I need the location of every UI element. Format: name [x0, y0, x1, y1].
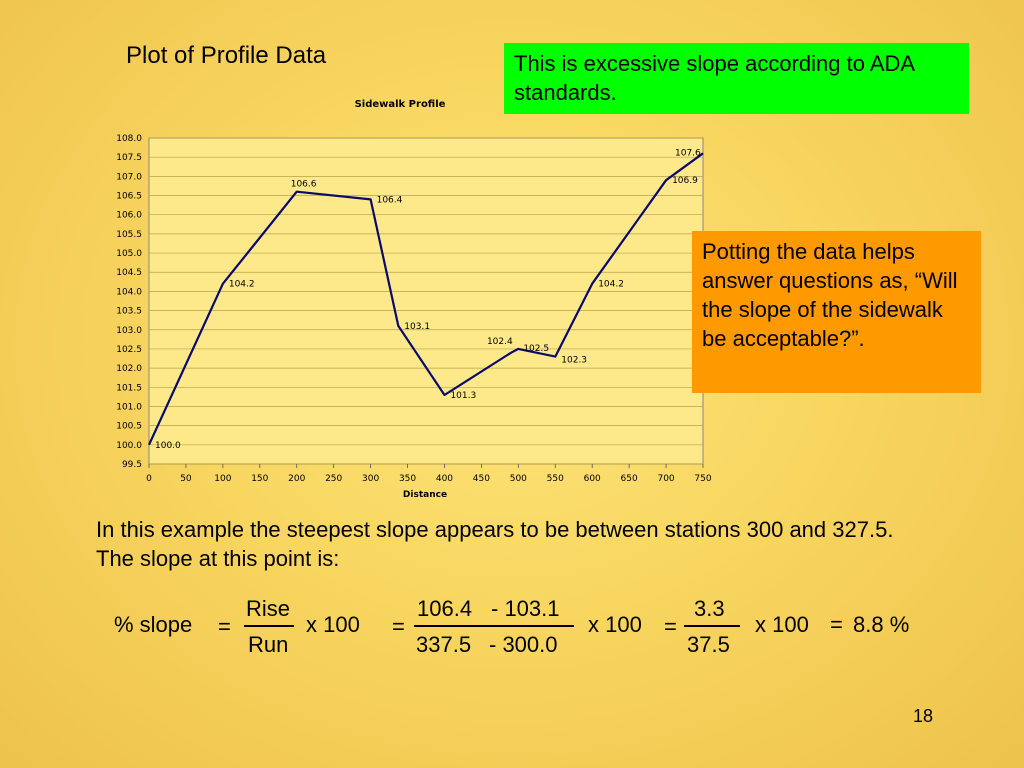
y-tick-label: 99.5: [122, 460, 142, 470]
y-tick-label: 107.0: [116, 172, 142, 182]
slope-explanation: In this example the steepest slope appea…: [96, 517, 894, 571]
x-tick-label: 400: [436, 474, 453, 484]
plotting-note-text: Potting the data helps answer questions …: [702, 239, 958, 351]
formula-numerator-b: - 103.1: [491, 596, 560, 621]
formula-x100-2: x 100: [588, 612, 642, 637]
formula-equals-1: =: [218, 614, 231, 639]
y-tick-label: 102.5: [116, 345, 142, 355]
y-tick-label: 103.5: [116, 307, 142, 317]
y-tick-label: 106.5: [116, 192, 142, 202]
x-tick-label: 150: [251, 474, 268, 484]
formula-result: 8.8 %: [853, 612, 910, 637]
formula-x100-3: x 100: [755, 612, 809, 637]
y-tick-label: 102.0: [116, 364, 142, 374]
formula-numerator-2: 3.3: [694, 596, 725, 621]
x-tick-label: 200: [288, 474, 305, 484]
y-tick-label: 103.0: [116, 326, 142, 336]
slope-formula: % slope = Rise Run x 100 = 106.4 - 103.1…: [0, 590, 1024, 670]
excessive-slope-callout: This is excessive slope according to ADA…: [504, 43, 969, 114]
formula-equals-4: =: [830, 612, 843, 637]
fraction-bar-3: [684, 625, 740, 627]
chart-title: Sidewalk Profile: [355, 99, 446, 110]
x-tick-label: 250: [325, 474, 342, 484]
data-label: 104.2: [229, 280, 255, 290]
data-label: 100.0: [155, 441, 181, 451]
formula-rise: Rise: [246, 596, 291, 621]
data-label: 103.1: [404, 322, 430, 332]
formula-equals-3: =: [664, 614, 677, 639]
data-label: 107.6: [675, 148, 701, 158]
x-tick-label: 100: [214, 474, 231, 484]
formula-denominator-b: - 300.0: [489, 632, 558, 657]
x-tick-label: 550: [547, 474, 564, 484]
x-tick-label: 350: [399, 474, 416, 484]
x-tick-label: 750: [694, 474, 711, 484]
y-tick-label: 105.5: [116, 230, 142, 240]
x-tick-label: 0: [146, 474, 152, 484]
y-tick-label: 104.0: [116, 287, 142, 297]
plotting-note-callout: Potting the data helps answer questions …: [692, 231, 981, 393]
y-tick-label: 105.0: [116, 249, 142, 259]
y-tick-label: 106.0: [116, 211, 142, 221]
y-tick-label: 101.5: [116, 383, 142, 393]
data-label: 106.9: [672, 176, 698, 186]
formula-numerator-a: 106.4: [417, 596, 473, 621]
page-number: 18: [913, 706, 934, 726]
x-tick-label: 50: [180, 474, 192, 484]
slide-title: Plot of Profile Data: [126, 42, 327, 69]
data-label: 102.5: [523, 344, 549, 354]
x-tick-label: 300: [362, 474, 379, 484]
data-label: 101.3: [450, 391, 476, 401]
data-label: 106.4: [377, 195, 403, 205]
data-label: 102.4: [487, 337, 513, 347]
y-tick-label: 100.0: [116, 441, 142, 451]
formula-denominator-a: 337.5: [416, 632, 472, 657]
formula-run: Run: [248, 632, 289, 657]
x-tick-label: 700: [657, 474, 674, 484]
y-tick-label: 107.5: [116, 153, 142, 163]
x-tick-label: 450: [473, 474, 490, 484]
x-tick-label: 600: [584, 474, 601, 484]
y-tick-label: 104.5: [116, 268, 142, 278]
data-label: 102.3: [561, 356, 587, 366]
fraction-bar-2: [414, 625, 574, 627]
x-tick-label: 650: [621, 474, 638, 484]
data-label: 106.6: [291, 180, 317, 190]
formula-x100-1: x 100: [306, 612, 360, 637]
data-label: 104.2: [598, 280, 624, 290]
x-tick-label: 500: [510, 474, 527, 484]
formula-equals-2: =: [392, 614, 405, 639]
y-tick-label: 100.5: [116, 422, 142, 432]
y-tick-label: 101.0: [116, 402, 142, 412]
excessive-slope-text: This is excessive slope according to ADA…: [514, 51, 914, 105]
x-axis-label: Distance: [403, 490, 447, 500]
fraction-bar-1: [244, 625, 294, 627]
formula-denominator-2: 37.5: [687, 632, 730, 657]
y-tick-label: 108.0: [116, 134, 142, 144]
series-line: [148, 152, 704, 446]
plot-area: [148, 137, 704, 465]
formula-lhs: % slope: [114, 612, 193, 637]
